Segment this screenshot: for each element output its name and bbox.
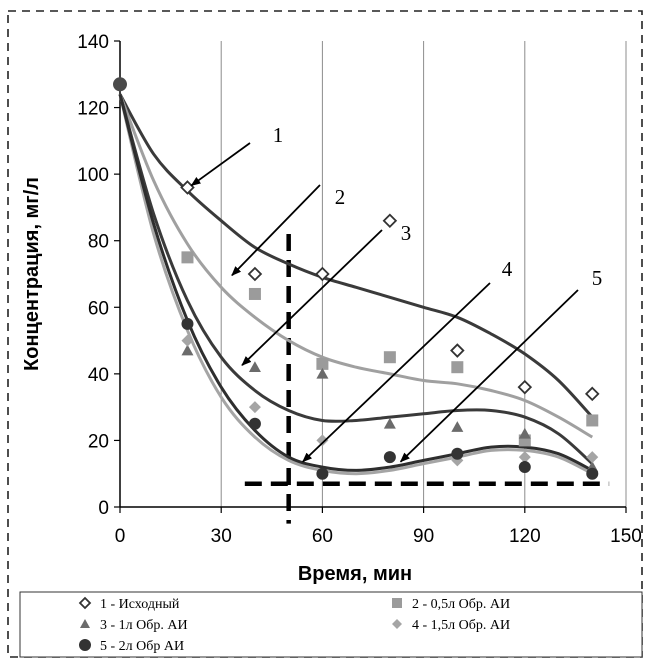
- callout-arrow-5: [399, 289, 579, 463]
- point-series-5-x140: [586, 467, 599, 480]
- x-axis-title: Время, мин: [298, 563, 412, 585]
- x-tick-label-60: 60: [312, 526, 333, 547]
- point-initial: [113, 77, 127, 92]
- point-series-3-x100: [451, 421, 464, 432]
- point-series-2-x100: [451, 361, 464, 374]
- point-series-4-x40: [248, 401, 261, 414]
- trend-line-3: [118, 93, 594, 465]
- point-series-3-x120: [518, 427, 531, 439]
- x-tick-label-90: 90: [413, 526, 434, 547]
- callout-label-5: 5: [592, 266, 603, 290]
- callout-label-2: 2: [335, 185, 346, 209]
- point-series-3-x20: [181, 344, 194, 356]
- trend-line-1: [118, 93, 594, 419]
- callout-arrow-1: [190, 142, 251, 187]
- point-series-1-x100: [450, 343, 465, 358]
- y-tick-label-40: 40: [88, 365, 109, 386]
- y-tick-label-80: 80: [88, 232, 109, 253]
- point-series-3-x60: [316, 367, 329, 379]
- point-series-3-x80: [383, 417, 396, 429]
- point-series-2-x80: [383, 351, 396, 364]
- legend-label-4: 4 - 1,5л Обр. АИ: [412, 618, 510, 633]
- point-series-2-x20: [181, 251, 194, 264]
- y-tick-label-120: 120: [77, 99, 109, 120]
- point-series-5-x80: [383, 451, 396, 464]
- callout-label-4: 4: [502, 257, 513, 281]
- legend-label-5: 5 - 2л Обр АИ: [100, 639, 184, 654]
- legend-marker-4: [392, 619, 402, 629]
- point-series-2-x40: [248, 287, 261, 300]
- point-series-5-x100: [451, 447, 464, 460]
- legend: 1 - Исходный 2 - 0,5л Обр. АИ 3 - 1л Обр. …: [19, 591, 643, 658]
- point-series-5-x40: [248, 417, 261, 430]
- callout-arrow-2: [231, 184, 321, 277]
- y-tick-label-0: 0: [98, 498, 109, 519]
- trend-line-2: [118, 93, 594, 439]
- point-series-4-x20: [181, 334, 194, 347]
- x-tick-label-30: 30: [211, 526, 232, 547]
- legend-marker-3: [80, 619, 90, 628]
- y-tick-label-60: 60: [88, 298, 109, 319]
- point-series-4-x60: [316, 434, 329, 447]
- point-series-5-x60: [316, 467, 329, 480]
- callout-arrow-4: [302, 282, 491, 463]
- point-series-3-x40: [248, 361, 261, 372]
- y-axis-title: Концентрация, мг/л: [21, 177, 43, 371]
- point-series-4-x140: [586, 451, 599, 464]
- point-series-1-x40: [247, 266, 263, 282]
- y-tick-label-20: 20: [88, 431, 109, 452]
- point-series-5-x20: [181, 317, 194, 330]
- callout-label-1: 1: [273, 123, 284, 147]
- callout-label-3: 3: [401, 221, 412, 245]
- point-series-1-x140: [584, 386, 600, 402]
- legend-marker-2: [392, 598, 402, 608]
- legend-marker-5: [79, 639, 91, 651]
- point-series-1-x20: [180, 180, 195, 195]
- point-series-2-x60: [316, 357, 329, 370]
- legend-label-2: 2 - 0,5л Обр. АИ: [412, 597, 510, 612]
- point-series-1-x120: [517, 379, 533, 395]
- y-tick-label-100: 100: [77, 165, 109, 186]
- point-series-1-x80: [382, 213, 398, 229]
- trend-line-5: [118, 93, 593, 472]
- legend-label-1: 1 - Исходный: [100, 597, 180, 612]
- y-tick-label-140: 140: [77, 32, 109, 53]
- x-tick-label-0: 0: [115, 526, 126, 547]
- callout-arrow-3: [241, 229, 383, 366]
- point-series-1-x60: [315, 266, 330, 282]
- point-series-4-x120: [518, 451, 531, 464]
- point-series-2-x140: [586, 414, 599, 427]
- x-tick-label-150: 150: [610, 526, 642, 547]
- x-tick-label-120: 120: [509, 526, 541, 547]
- legend-marker-1: [78, 596, 92, 610]
- legend-box: [19, 591, 643, 658]
- legend-label-3: 3 - 1л Обр. АИ: [100, 618, 188, 633]
- point-series-5-x120: [518, 461, 531, 474]
